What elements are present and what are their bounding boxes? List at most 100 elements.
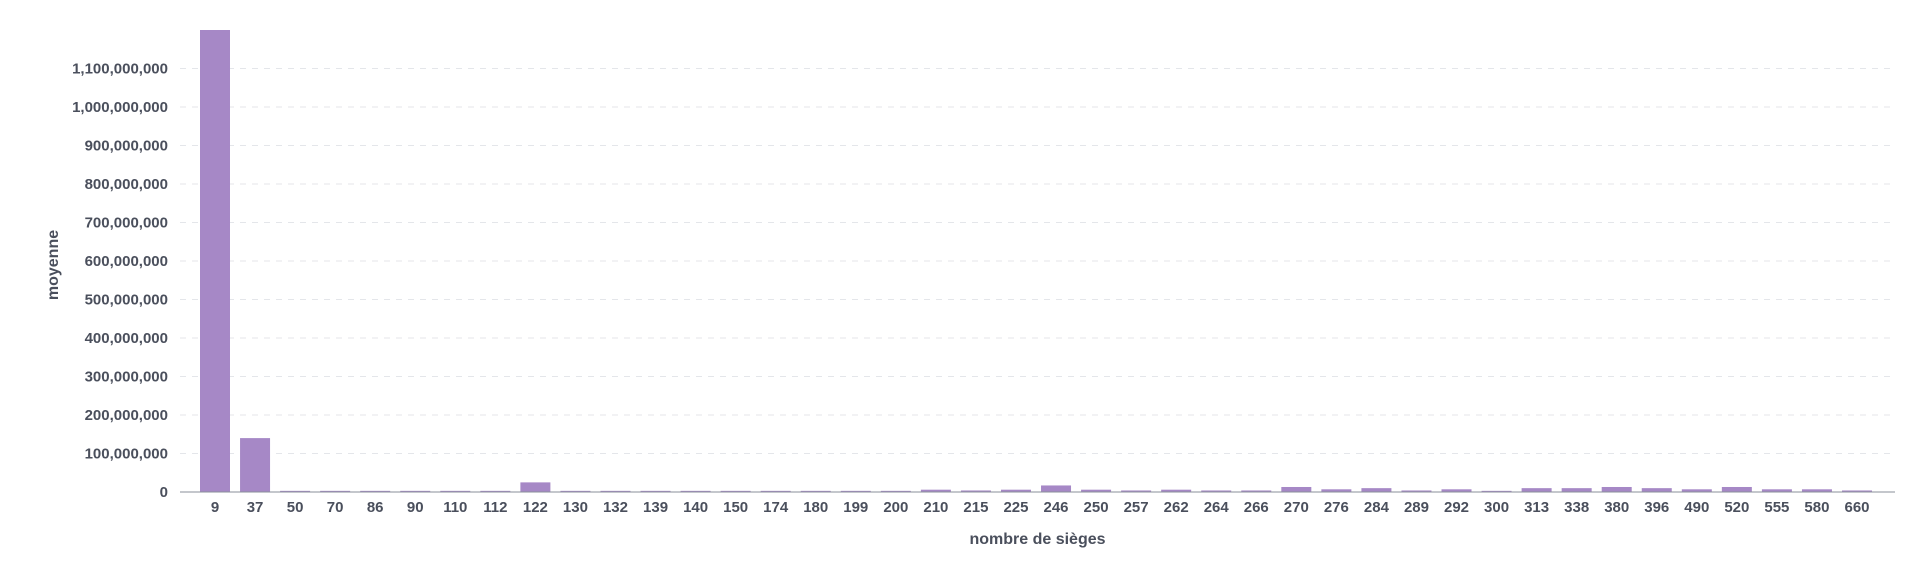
- x-tick-label: 580: [1804, 499, 1829, 516]
- bar-520[interactable]: [1721, 486, 1752, 492]
- bar-246[interactable]: [1041, 485, 1072, 492]
- x-tick-label: 257: [1124, 499, 1149, 516]
- y-tick-label: 1,000,000,000: [72, 99, 168, 116]
- x-tick-label: 292: [1444, 499, 1469, 516]
- bar-90[interactable]: [400, 490, 431, 492]
- x-tick-label: 132: [603, 499, 628, 516]
- bar-284[interactable]: [1361, 488, 1392, 492]
- bar-37[interactable]: [240, 438, 271, 492]
- bar-132[interactable]: [600, 490, 631, 492]
- bar-layer: [200, 30, 1872, 492]
- y-tick-label: 700,000,000: [85, 215, 168, 232]
- x-axis-title: nombre de sièges: [969, 531, 1105, 548]
- bar-9[interactable]: [200, 30, 230, 492]
- x-tick-label: 520: [1724, 499, 1749, 516]
- bar-380[interactable]: [1601, 486, 1632, 492]
- x-tick-label: 180: [803, 499, 828, 516]
- bar-86[interactable]: [360, 490, 391, 492]
- bar-122[interactable]: [520, 482, 551, 492]
- x-tick-label: 122: [523, 499, 548, 516]
- bar-396[interactable]: [1641, 488, 1672, 492]
- x-tick-label: 284: [1364, 499, 1390, 516]
- x-tick-label: 130: [563, 499, 588, 516]
- bar-150[interactable]: [720, 490, 751, 492]
- y-tick-labels: 0 100,000,000 200,000,000 300,000,000 400,00…: [72, 61, 168, 502]
- y-tick-label: 1,100,000,000: [72, 61, 168, 78]
- x-tick-label: 555: [1764, 499, 1789, 516]
- bar-292[interactable]: [1441, 489, 1472, 492]
- bar-262[interactable]: [1161, 489, 1192, 492]
- y-tick-label: 900,000,000: [85, 138, 168, 155]
- bar-257[interactable]: [1121, 490, 1152, 492]
- bar-139[interactable]: [640, 490, 671, 492]
- x-tick-label: 264: [1204, 499, 1230, 516]
- bar-266[interactable]: [1241, 490, 1272, 492]
- x-tick-label: 70: [327, 499, 344, 516]
- x-tick-label: 210: [923, 499, 948, 516]
- x-tick-label: 37: [247, 499, 264, 516]
- x-tick-label: 246: [1044, 499, 1069, 516]
- x-tick-labels: 9 37 50 70 86 90 110 112 122 130 132 139 140 150 174 18…: [211, 499, 1870, 516]
- x-tick-label: 86: [367, 499, 384, 516]
- bar-289[interactable]: [1401, 490, 1432, 492]
- bar-112[interactable]: [480, 490, 511, 492]
- x-tick-label: 276: [1324, 499, 1349, 516]
- y-tick-label: 800,000,000: [85, 176, 168, 193]
- x-tick-label: 396: [1644, 499, 1669, 516]
- x-tick-label: 200: [883, 499, 908, 516]
- bar-555[interactable]: [1761, 489, 1792, 492]
- bar-300[interactable]: [1481, 490, 1512, 492]
- bar-264[interactable]: [1201, 490, 1232, 492]
- x-tick-label: 139: [643, 499, 668, 516]
- x-tick-label: 660: [1844, 499, 1869, 516]
- bar-140[interactable]: [680, 490, 711, 492]
- bar-130[interactable]: [560, 490, 591, 492]
- x-tick-label: 150: [723, 499, 748, 516]
- bar-276[interactable]: [1321, 489, 1352, 492]
- bar-50[interactable]: [280, 490, 311, 492]
- x-tick-label: 140: [683, 499, 708, 516]
- x-tick-label: 174: [763, 499, 789, 516]
- x-tick-label: 250: [1084, 499, 1109, 516]
- y-tick-label: 100,000,000: [85, 446, 168, 463]
- bar-110[interactable]: [440, 490, 471, 492]
- x-tick-label: 313: [1524, 499, 1549, 516]
- bar-490[interactable]: [1681, 489, 1712, 492]
- grid-layer: [180, 68, 1895, 454]
- bar-70[interactable]: [320, 490, 351, 492]
- bar-199[interactable]: [840, 490, 871, 492]
- bar-210[interactable]: [920, 489, 951, 492]
- bar-225[interactable]: [1000, 489, 1031, 492]
- bar-270[interactable]: [1281, 486, 1312, 492]
- x-tick-label: 490: [1684, 499, 1709, 516]
- y-tick-label: 500,000,000: [85, 292, 168, 309]
- x-tick-label: 225: [1003, 499, 1028, 516]
- y-tick-label: 300,000,000: [85, 369, 168, 386]
- bar-250[interactable]: [1081, 489, 1112, 492]
- y-tick-label: 600,000,000: [85, 253, 168, 270]
- x-tick-label: 50: [287, 499, 304, 516]
- x-tick-label: 110: [443, 499, 467, 516]
- x-tick-label: 9: [211, 499, 219, 516]
- x-tick-label: 199: [843, 499, 868, 516]
- bar-338[interactable]: [1561, 488, 1592, 492]
- y-tick-label: 0: [160, 484, 168, 501]
- x-tick-label: 338: [1564, 499, 1589, 516]
- bar-200[interactable]: [880, 490, 911, 492]
- bar-313[interactable]: [1521, 488, 1552, 492]
- x-tick-label: 300: [1484, 499, 1509, 516]
- x-tick-label: 215: [963, 499, 988, 516]
- bar-660[interactable]: [1842, 490, 1872, 492]
- y-tick-label: 200,000,000: [85, 407, 168, 424]
- y-tick-label: 400,000,000: [85, 330, 168, 347]
- bar-215[interactable]: [960, 490, 991, 492]
- bar-180[interactable]: [800, 490, 831, 492]
- x-tick-label: 289: [1404, 499, 1429, 516]
- bar-580[interactable]: [1801, 489, 1832, 492]
- x-tick-label: 112: [483, 499, 507, 516]
- x-tick-label: 380: [1604, 499, 1629, 516]
- x-tick-label: 90: [407, 499, 424, 516]
- x-tick-label: 270: [1284, 499, 1309, 516]
- bar-174[interactable]: [760, 490, 791, 492]
